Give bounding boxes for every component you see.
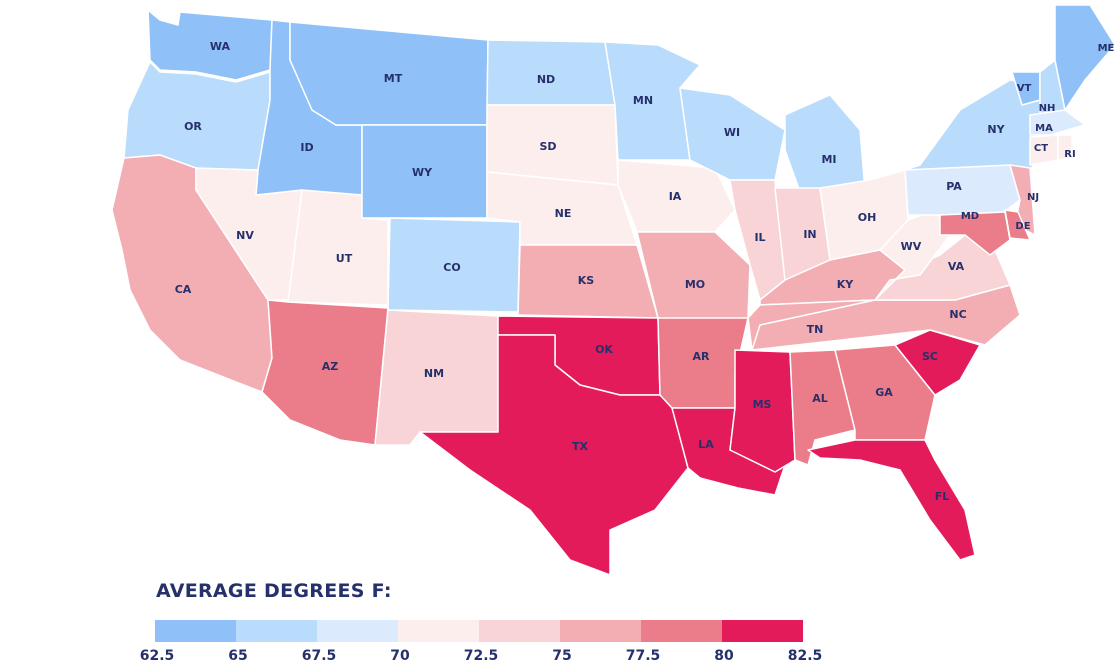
state-label-az: AZ (322, 360, 339, 373)
state-label-ut: UT (336, 252, 353, 265)
state-label-ga: GA (875, 386, 893, 399)
state-label-ne: NE (555, 207, 572, 220)
legend-swatch (560, 620, 641, 642)
legend-color-bar (155, 620, 803, 642)
state-pa (904, 164, 1021, 216)
state-label-ms: MS (753, 398, 772, 411)
state-label-ma: MA (1035, 123, 1053, 134)
state-label-id: ID (300, 141, 313, 154)
state-label-la: LA (698, 438, 714, 451)
state-mi (784, 94, 866, 193)
legend-swatch (722, 620, 803, 642)
state-label-wa: WA (210, 40, 231, 53)
state-label-ky: KY (837, 278, 855, 291)
legend-tick-label: 62.5 (139, 648, 175, 664)
state-label-vt: VT (1017, 83, 1032, 94)
state-label-nd: ND (537, 73, 555, 86)
state-label-nc: NC (949, 308, 966, 321)
legend-swatch (317, 620, 398, 642)
state-wv (874, 209, 951, 301)
legend-swatch (155, 620, 236, 642)
state-wy (361, 124, 488, 219)
legend-tick-label: 65 (228, 648, 248, 664)
legend-tick-labels: 62.5 65 67.5 70 72.5 75 77.5 80 82.5 (0, 648, 1120, 668)
state-label-tx: TX (572, 440, 589, 453)
state-label-mt: MT (384, 72, 403, 85)
state-label-mn: MN (633, 94, 653, 107)
state-ma (1029, 109, 1086, 136)
legend-swatch (641, 620, 722, 642)
state-label-or: OR (184, 120, 202, 133)
state-md (939, 211, 1011, 256)
state-label-pa: PA (946, 180, 962, 193)
legend-tick-label: 77.5 (625, 648, 661, 664)
state-label-mo: MO (685, 278, 705, 291)
legend-tick-label: 70 (390, 648, 410, 664)
state-label-al: AL (812, 392, 828, 405)
legend-swatch (236, 620, 317, 642)
state-label-mi: MI (821, 153, 836, 166)
state-label-wi: WI (724, 126, 740, 139)
legend-tick-label: 80 (714, 648, 734, 664)
state-me (1054, 4, 1116, 111)
legend-title: AVERAGE DEGREES F: (156, 580, 392, 602)
states-layer (111, 4, 1116, 576)
state-label-ny: NY (987, 123, 1005, 136)
state-label-ia: IA (669, 190, 682, 203)
state-label-wv: WV (901, 240, 922, 253)
state-label-sd: SD (539, 140, 556, 153)
state-label-va: VA (948, 260, 965, 273)
legend-swatch (398, 620, 479, 642)
state-label-nh: NH (1039, 103, 1056, 114)
state-label-il: IL (754, 231, 765, 244)
state-label-ks: KS (578, 274, 595, 287)
state-ms (729, 349, 796, 473)
state-label-sc: SC (922, 350, 938, 363)
state-sc (894, 329, 981, 396)
state-label-ct: CT (1034, 143, 1048, 154)
state-ri (1057, 134, 1073, 161)
state-label-ar: AR (693, 350, 711, 363)
labels-layer: WA OR CA ID NV UT AZ MT WY CO NM ND SD NE KS OK TX MN IA MO… (175, 40, 1115, 503)
state-label-nm: NM (424, 367, 444, 380)
state-label-wy: WY (412, 166, 433, 179)
legend-swatch (479, 620, 560, 642)
state-fl (807, 439, 976, 561)
state-label-nj: NJ (1027, 192, 1039, 203)
state-label-ri: RI (1064, 149, 1075, 160)
state-label-ok: OK (595, 343, 613, 356)
state-label-me: ME (1098, 43, 1115, 54)
legend-tick-label: 67.5 (301, 648, 337, 664)
state-label-nv: NV (236, 229, 254, 242)
state-label-fl: FL (935, 490, 950, 503)
state-label-ca: CA (175, 283, 192, 296)
state-label-de: DE (1015, 221, 1030, 232)
state-label-md: MD (961, 211, 979, 222)
legend-tick-label: 72.5 (463, 648, 499, 664)
state-label-in: IN (803, 228, 816, 241)
state-or (123, 61, 271, 171)
state-label-tn: TN (807, 323, 824, 336)
legend-tick-label: 75 (552, 648, 572, 664)
legend-tick-label: 82.5 (787, 648, 823, 664)
state-label-co: CO (443, 261, 460, 274)
state-label-oh: OH (858, 211, 877, 224)
